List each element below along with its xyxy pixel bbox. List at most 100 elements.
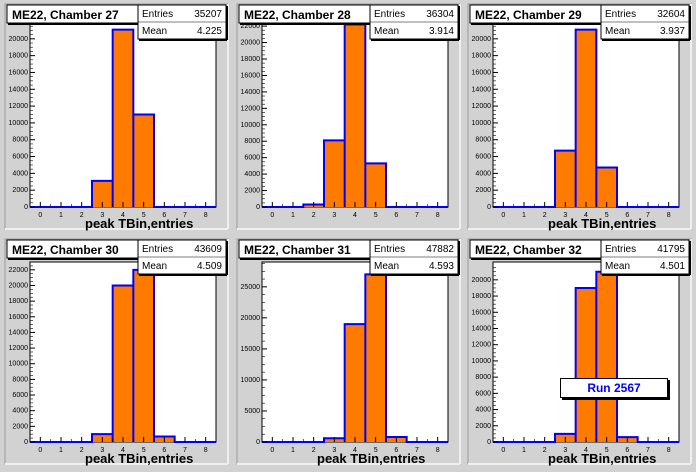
x-tick-label: 4 — [121, 212, 125, 219]
y-tick-label: 0 — [256, 439, 260, 446]
stats-mean-value: 3.914 — [429, 26, 454, 37]
x-tick-label: 1 — [522, 212, 526, 219]
histogram-outline — [30, 28, 216, 208]
y-tick-label: 12000 — [472, 342, 492, 349]
y-tick-label: 16000 — [472, 69, 492, 76]
x-tick-label: 0 — [270, 212, 274, 219]
x-tick-label: 8 — [436, 447, 440, 454]
histogram-bar — [596, 271, 617, 442]
y-tick-label: 22000 — [9, 267, 29, 274]
stats-mean-label: Mean — [374, 26, 399, 37]
y-tick-label: 4000 — [12, 170, 28, 177]
y-tick-label: 10000 — [9, 361, 29, 368]
stats-mean-label: Mean — [142, 261, 167, 272]
y-tick-label: 25000 — [241, 284, 261, 291]
x-tick-label: 5 — [142, 447, 146, 454]
stats-mean-label: Mean — [605, 26, 630, 37]
stats-entries-value: 43609 — [194, 244, 222, 255]
x-tick-label: 1 — [291, 447, 295, 454]
y-tick-label: 0 — [487, 439, 491, 446]
y-tick-label: 10000 — [241, 377, 261, 384]
x-tick-label: 3 — [563, 447, 567, 454]
histogram-bar — [344, 324, 366, 442]
y-tick-label: 10000 — [472, 358, 492, 365]
x-tick-label: 2 — [80, 212, 84, 219]
x-tick-label: 5 — [605, 212, 609, 219]
stats-mean-value: 4.509 — [197, 261, 222, 272]
x-tick-label: 4 — [584, 447, 588, 454]
x-tick-label: 8 — [204, 447, 208, 454]
y-tick-label: 2000 — [244, 188, 260, 195]
y-tick-label: 2000 — [475, 187, 491, 194]
x-tick-label: 0 — [38, 447, 42, 454]
x-tick-label: 7 — [183, 447, 187, 454]
y-tick-label: 12000 — [241, 105, 261, 112]
run-number-label: Run 2567 — [560, 378, 668, 398]
x-tick-label: 7 — [415, 447, 419, 454]
chart-title: ME22, Chamber 32 — [475, 243, 582, 257]
x-axis-label: peak TBin,entries — [548, 216, 656, 231]
y-tick-label: 6000 — [12, 154, 28, 161]
x-axis-label: peak TBin,entries — [85, 451, 193, 466]
y-tick-label: 14000 — [472, 86, 492, 93]
x-tick-label: 1 — [522, 447, 526, 454]
stats-entries-label: Entries — [605, 244, 636, 255]
x-tick-label: 1 — [59, 212, 63, 219]
stats-entries-label: Entries — [142, 9, 173, 20]
y-tick-label: 4000 — [475, 170, 491, 177]
y-tick-label: 14000 — [472, 325, 492, 332]
stats-entries-value: 41795 — [657, 244, 685, 255]
x-tick-label: 3 — [332, 212, 336, 219]
y-tick-label: 18000 — [241, 56, 261, 63]
y-tick-label: 14000 — [9, 329, 29, 336]
x-tick-label: 5 — [605, 447, 609, 454]
y-tick-label: 18000 — [9, 298, 29, 305]
y-tick-label: 12000 — [9, 345, 29, 352]
y-tick-label: 0 — [24, 439, 28, 446]
x-tick-label: 8 — [436, 212, 440, 219]
x-tick-label: 3 — [100, 447, 104, 454]
y-tick-label: 16000 — [9, 314, 29, 321]
y-tick-label: 6000 — [475, 154, 491, 161]
y-tick-label: 6000 — [244, 155, 260, 162]
y-tick-label: 22000 — [241, 23, 261, 30]
x-axis-label: peak TBin,entries — [548, 451, 656, 466]
stats-entries-label: Entries — [605, 9, 636, 20]
stats-mean-label: Mean — [374, 261, 399, 272]
histogram-outline — [493, 28, 679, 208]
y-tick-label: 2000 — [12, 423, 28, 430]
y-tick-label: 20000 — [9, 282, 29, 289]
x-tick-label: 8 — [667, 447, 671, 454]
x-tick-label: 0 — [501, 447, 505, 454]
x-tick-label: 7 — [646, 212, 650, 219]
x-tick-label: 0 — [501, 212, 505, 219]
x-tick-label: 6 — [625, 212, 629, 219]
y-tick-label: 8000 — [475, 137, 491, 144]
y-tick-label: 0 — [24, 204, 28, 211]
histogram-bar — [365, 274, 386, 442]
y-tick-label: 2000 — [12, 187, 28, 194]
y-tick-label: 2000 — [475, 423, 491, 430]
stats-entries-label: Entries — [374, 244, 405, 255]
stats-entries-value: 47882 — [426, 244, 454, 255]
y-tick-label: 18000 — [9, 53, 29, 60]
y-tick-label: 12000 — [9, 103, 29, 110]
x-tick-label: 5 — [374, 447, 378, 454]
chart-title: ME22, Chamber 28 — [244, 8, 351, 22]
x-axis-label: peak TBin,entries — [85, 216, 193, 231]
y-tick-label: 0 — [256, 204, 260, 211]
y-tick-label: 20000 — [472, 277, 492, 284]
y-tick-label: 8000 — [12, 376, 28, 383]
x-tick-label: 7 — [183, 212, 187, 219]
y-tick-label: 8000 — [244, 138, 260, 145]
y-tick-label: 6000 — [475, 390, 491, 397]
y-tick-label: 12000 — [472, 103, 492, 110]
y-tick-label: 4000 — [244, 171, 260, 178]
y-tick-label: 16000 — [241, 72, 261, 79]
y-tick-label: 16000 — [472, 309, 492, 316]
y-tick-label: 20000 — [241, 40, 261, 47]
y-tick-label: 14000 — [9, 86, 29, 93]
stats-mean-value: 4.501 — [660, 261, 685, 272]
x-tick-label: 4 — [353, 447, 357, 454]
